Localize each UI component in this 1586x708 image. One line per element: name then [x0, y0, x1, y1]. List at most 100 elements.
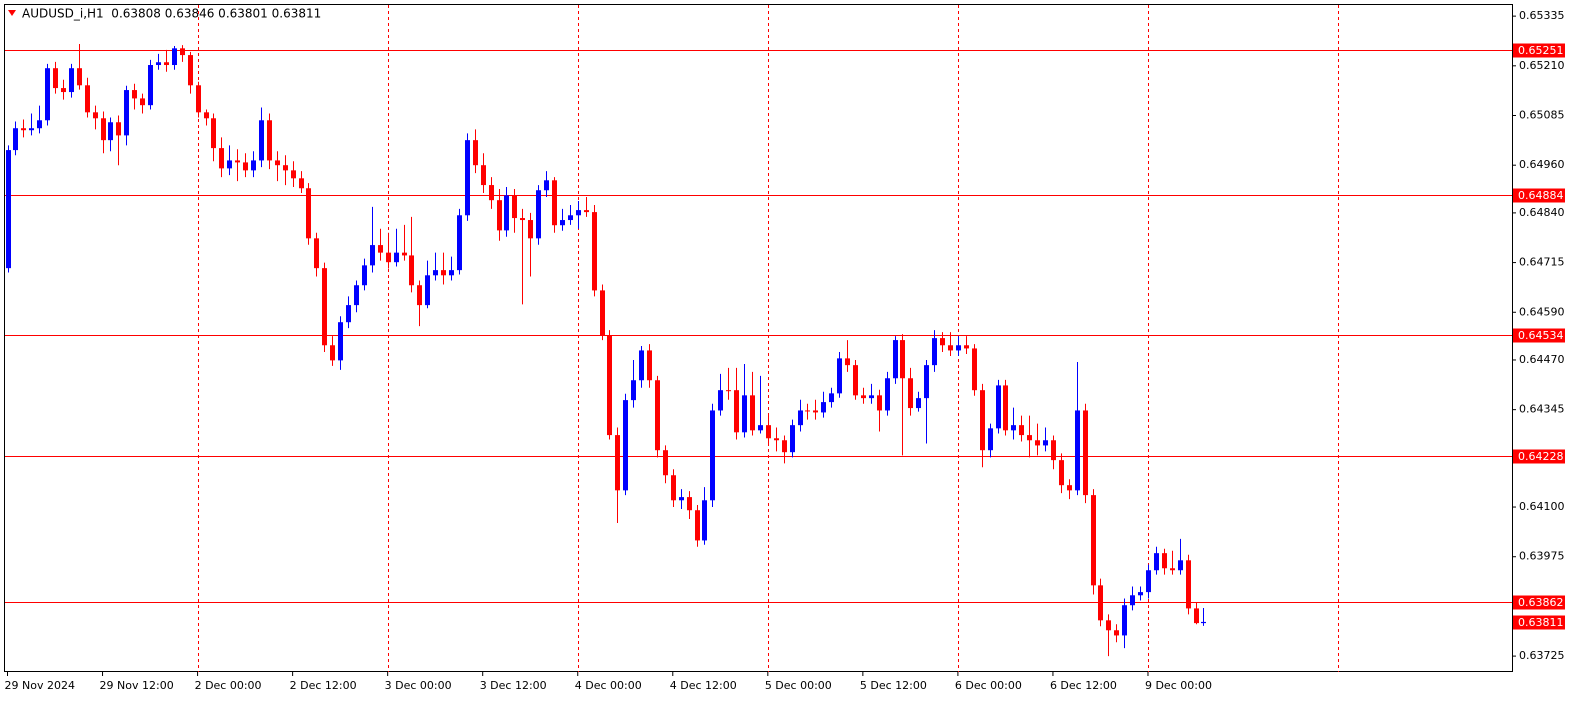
candle-body — [1051, 440, 1056, 461]
candle-body — [37, 120, 42, 129]
x-tick-label: 3 Dec 00:00 — [385, 679, 452, 692]
candle-body — [600, 290, 605, 336]
candle-body — [243, 162, 248, 171]
candle-body — [116, 122, 121, 136]
candle-body — [568, 215, 573, 221]
level-label-box — [1513, 595, 1565, 610]
x-tick-label: 2 Dec 12:00 — [290, 679, 357, 692]
level-label: 0.63862 — [1518, 596, 1564, 609]
level-label: 0.65251 — [1518, 44, 1564, 57]
candle-body — [607, 335, 612, 436]
x-tick-label: 3 Dec 12:00 — [480, 679, 547, 692]
candle-body — [774, 438, 779, 441]
candle-body — [655, 380, 660, 451]
candle-body — [283, 165, 288, 171]
candle-body — [536, 190, 541, 239]
candle-body — [409, 255, 414, 286]
candle-body — [354, 285, 359, 306]
candle-body — [322, 268, 327, 346]
candle-body — [750, 395, 755, 431]
candle-body — [101, 118, 106, 141]
level-label: 0.64884 — [1518, 189, 1564, 202]
candle-body — [132, 90, 137, 99]
candle-body — [861, 395, 866, 399]
candle-body — [1194, 608, 1199, 624]
candle-body — [1170, 568, 1175, 571]
candle-body — [869, 395, 874, 399]
candle-body — [687, 497, 692, 511]
candle-body — [21, 128, 26, 131]
candle-body — [504, 195, 509, 231]
candle-body — [77, 68, 82, 86]
candle-body — [782, 440, 787, 453]
y-tick-label: 0.64100 — [1519, 500, 1565, 513]
candle-body — [671, 475, 676, 501]
candle-body — [275, 160, 280, 166]
x-tick-label: 4 Dec 12:00 — [670, 679, 737, 692]
candle-body — [473, 140, 478, 166]
candle-body — [314, 238, 319, 269]
candle-body — [893, 340, 898, 379]
candle-body — [1027, 435, 1032, 441]
y-tick-label: 0.64715 — [1519, 256, 1565, 269]
level-label-box — [1513, 43, 1565, 58]
y-tick-label: 0.64960 — [1519, 158, 1565, 171]
candle-body — [639, 350, 644, 381]
candle-body — [1178, 560, 1183, 571]
candle-body — [679, 497, 684, 501]
x-tick-label: 4 Dec 00:00 — [575, 679, 642, 692]
candle-body — [845, 358, 850, 366]
candle-body — [69, 68, 74, 93]
candle-body — [148, 65, 153, 106]
candle-body — [196, 85, 201, 113]
candle-body — [1114, 630, 1119, 636]
candle-body — [742, 395, 747, 433]
candle-body — [1067, 485, 1072, 491]
candle-body — [180, 48, 185, 56]
candle-body — [1003, 385, 1008, 431]
candle-body — [592, 212, 597, 291]
candle-body — [1154, 553, 1159, 571]
candle-body — [615, 435, 620, 491]
candle-body — [1106, 620, 1111, 631]
candle-body — [710, 410, 715, 501]
candle-body — [853, 365, 858, 396]
candle-body — [1083, 410, 1088, 496]
level-label: 0.64534 — [1518, 329, 1564, 342]
price-label: 0.63811 — [1518, 616, 1564, 629]
candle-body — [576, 210, 581, 216]
candle-body — [124, 90, 129, 136]
candle-body — [552, 180, 557, 226]
candle-body — [433, 270, 438, 276]
candle-body — [520, 218, 525, 221]
candle-body — [489, 185, 494, 201]
candle-body — [156, 62, 161, 66]
candle-body — [758, 425, 763, 431]
candle-body — [457, 215, 462, 271]
candle-body — [695, 510, 700, 541]
candle-body — [1186, 560, 1191, 609]
y-tick-label: 0.64345 — [1519, 403, 1565, 416]
candle-body — [940, 338, 945, 346]
y-tick-label: 0.64470 — [1519, 353, 1565, 366]
candle-body — [916, 398, 921, 409]
candle-body — [980, 390, 985, 451]
candle-body — [560, 220, 565, 226]
candle-body — [900, 340, 905, 379]
candle-body — [441, 270, 446, 276]
y-tick-label: 0.64840 — [1519, 206, 1565, 219]
candle-body — [227, 160, 232, 169]
symbol-toggle[interactable] — [8, 10, 16, 16]
candle-body — [528, 220, 533, 239]
candle-body — [259, 120, 264, 161]
candle-body — [631, 380, 636, 401]
candle-body — [1059, 460, 1064, 486]
level-label-box — [1513, 188, 1565, 203]
candle-body — [512, 195, 517, 219]
candle-body — [647, 350, 652, 381]
candle-body — [829, 393, 834, 403]
candle-body — [718, 390, 723, 411]
candle-body — [1130, 595, 1135, 606]
